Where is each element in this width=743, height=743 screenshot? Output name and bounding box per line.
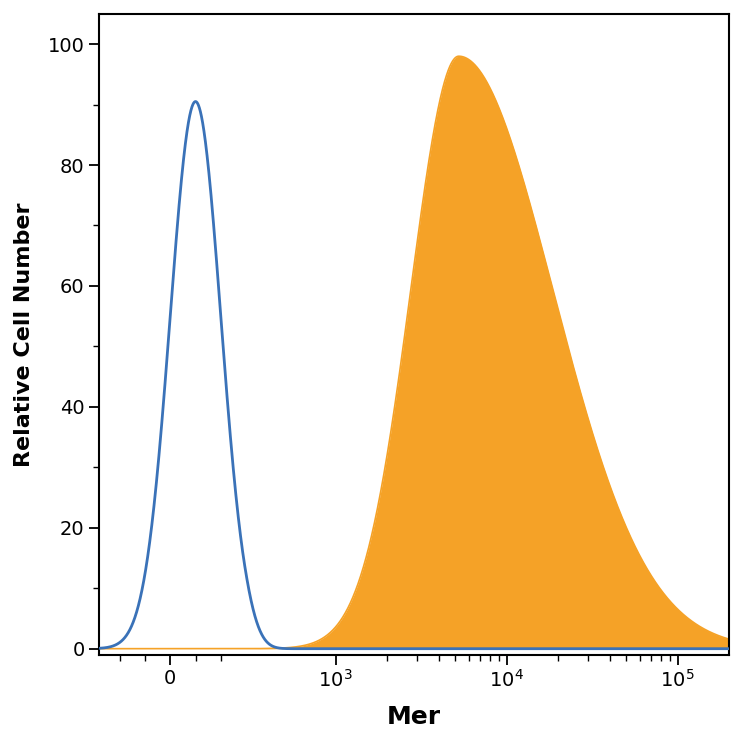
X-axis label: Mer: Mer [387, 705, 441, 729]
Y-axis label: Relative Cell Number: Relative Cell Number [14, 202, 34, 467]
